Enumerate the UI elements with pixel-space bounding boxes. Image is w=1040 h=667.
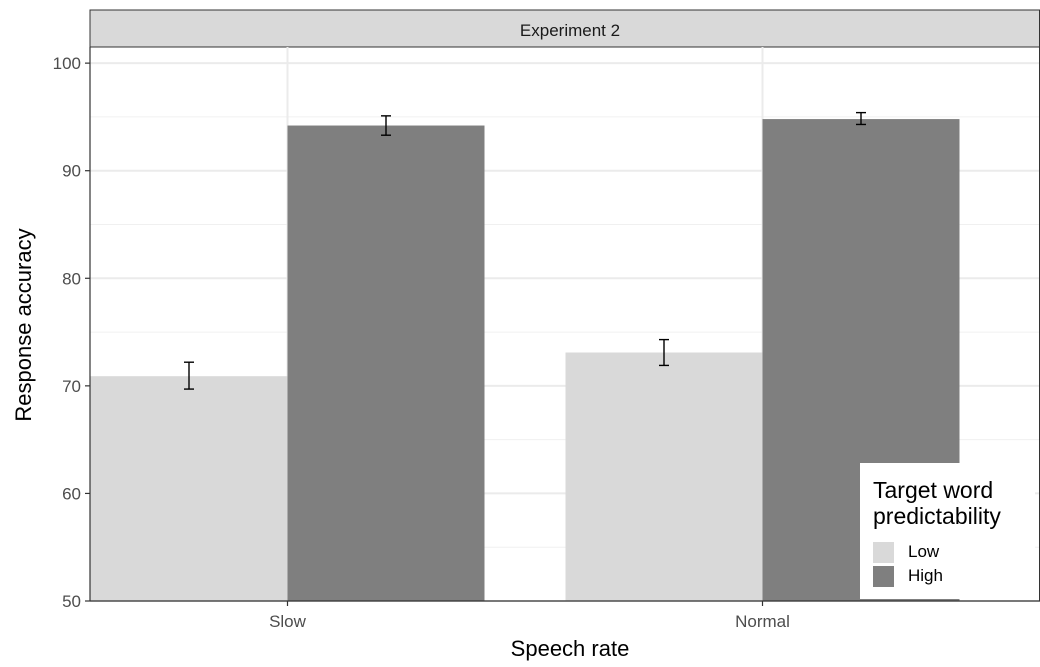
y-tick-label: 90 [62,162,81,181]
x-tick-label: Normal [735,612,790,631]
x-axis-title: Speech rate [511,636,630,661]
y-tick-label: 100 [53,54,81,73]
facet-strip [89,9,1040,48]
legend-title: Target word predictability [873,477,1001,529]
legend-label-low: Low [908,542,940,561]
bar-normal-low [565,352,763,601]
legend-item-low: Low [873,541,939,563]
y-tick-label: 70 [62,377,81,396]
y-tick-label: 50 [62,592,81,611]
bar-slow-low [90,376,288,601]
legend-item-high: High [873,565,943,587]
y-tick-label: 80 [62,269,81,288]
legend-swatch-high [873,565,894,587]
y-axis-title: Response accuracy [11,228,36,421]
bar-slow-high [287,125,485,602]
facet-title: Experiment 2 [520,21,620,40]
legend-swatch-low [873,541,894,563]
legend-label-high: High [908,566,943,585]
x-tick-label: Slow [269,612,307,631]
axes: 50 60 70 80 90 100 Slow Normal [53,10,1040,631]
legend: Target word predictability Low High [860,463,1035,599]
y-tick-label: 60 [62,484,81,503]
error-bars [184,111,866,390]
